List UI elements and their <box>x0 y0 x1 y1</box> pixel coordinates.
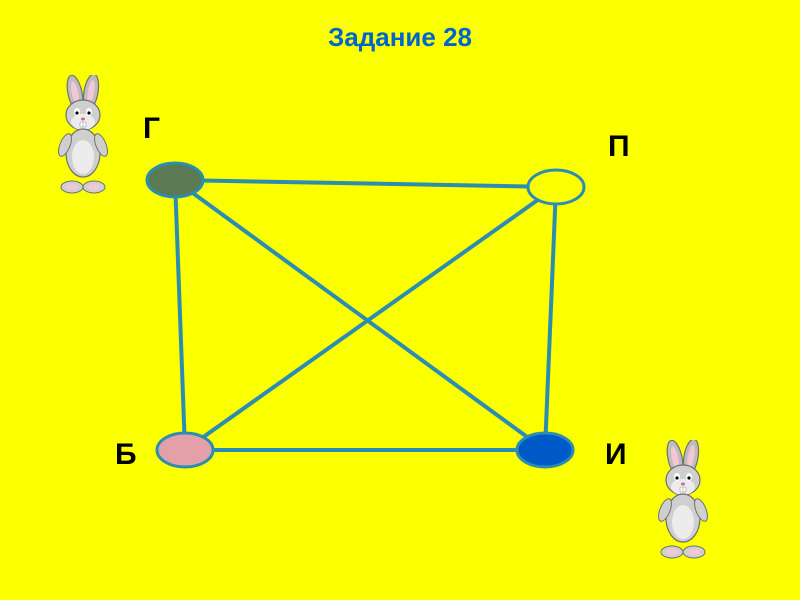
graph-node <box>147 163 203 197</box>
slide: Задание 28 ГПБИ <box>0 0 800 600</box>
node-label: И <box>605 438 627 472</box>
graph-edge <box>545 187 556 450</box>
node-label: Г <box>143 112 160 146</box>
graph-edge <box>175 180 545 450</box>
graph-node <box>157 433 213 467</box>
node-label: Б <box>115 438 137 472</box>
node-label: П <box>608 130 630 164</box>
graph-node <box>517 433 573 467</box>
graph-node <box>528 170 584 204</box>
graph-edge <box>175 180 185 450</box>
graph-edge <box>175 180 556 187</box>
